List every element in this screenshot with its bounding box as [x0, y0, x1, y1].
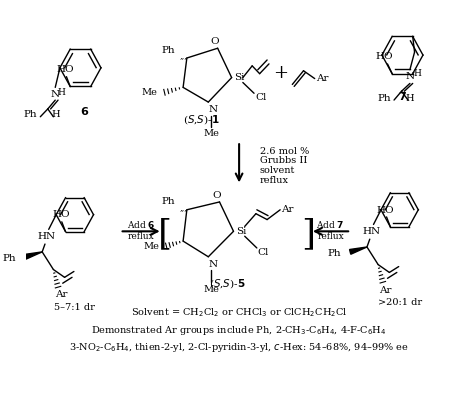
- Text: >20:1 dr: >20:1 dr: [377, 298, 422, 307]
- Text: Grubbs II: Grubbs II: [260, 156, 307, 165]
- Text: Me: Me: [203, 129, 219, 138]
- Text: Ar: Ar: [282, 205, 294, 214]
- Text: $\mathbf{6}$: $\mathbf{6}$: [80, 105, 90, 117]
- Text: Cl: Cl: [258, 248, 269, 257]
- Text: Ph: Ph: [2, 254, 16, 263]
- Text: Me: Me: [203, 284, 219, 294]
- Text: +: +: [273, 64, 287, 82]
- Text: Ar: Ar: [379, 286, 392, 294]
- Text: HN: HN: [38, 232, 56, 241]
- Text: HO: HO: [52, 211, 69, 219]
- Text: ($S$,$S$)-$\mathbf{5}$: ($S$,$S$)-$\mathbf{5}$: [209, 277, 245, 290]
- Text: reflux: reflux: [128, 232, 154, 241]
- Text: Ph: Ph: [327, 249, 341, 258]
- Text: [: [: [157, 217, 171, 251]
- Text: ($S$,$S$)-$\mathbf{1}$: ($S$,$S$)-$\mathbf{1}$: [184, 113, 220, 126]
- Text: Cl: Cl: [255, 93, 266, 102]
- Text: Ph: Ph: [161, 198, 175, 206]
- Text: ,,,: ,,,: [180, 204, 188, 212]
- Text: Solvent = CH$_2$Cl$_2$ or CHCl$_3$ or ClCH$_2$CH$_2$Cl: Solvent = CH$_2$Cl$_2$ or CHCl$_3$ or Cl…: [131, 306, 347, 319]
- Text: solvent: solvent: [260, 166, 295, 175]
- Text: Si: Si: [234, 73, 244, 82]
- Text: N: N: [405, 72, 414, 81]
- Text: HO: HO: [57, 65, 74, 74]
- Text: ,,,: ,,,: [180, 52, 188, 60]
- Text: HO: HO: [376, 51, 393, 61]
- Text: HN: HN: [362, 227, 381, 236]
- Text: HO: HO: [377, 205, 394, 215]
- Text: Add $\mathbf{7}$: Add $\mathbf{7}$: [316, 219, 345, 230]
- Text: ]: ]: [301, 217, 315, 251]
- Text: N: N: [208, 260, 218, 269]
- Polygon shape: [350, 247, 367, 254]
- Text: 3-NO$_2$-C$_6$H$_4$, thien-2-yl, 2-Cl-pyridin-3-yl, $c$-Hex: 54–68%, 94–99% ee: 3-NO$_2$-C$_6$H$_4$, thien-2-yl, 2-Cl-py…: [69, 341, 409, 354]
- Text: Ph: Ph: [161, 45, 175, 55]
- Text: Ar: Ar: [54, 290, 67, 300]
- Text: 2.6 mol %: 2.6 mol %: [260, 146, 309, 156]
- Text: 5–7:1 dr: 5–7:1 dr: [54, 303, 96, 312]
- Text: Si: Si: [236, 227, 246, 236]
- Text: reflux: reflux: [317, 232, 344, 241]
- Text: Me: Me: [141, 88, 157, 97]
- Text: O: O: [213, 191, 221, 200]
- Text: Me: Me: [143, 241, 159, 251]
- Text: H: H: [51, 110, 59, 119]
- Text: N: N: [208, 105, 218, 115]
- Text: O: O: [211, 37, 219, 46]
- Text: Ar: Ar: [316, 74, 329, 83]
- Text: H: H: [58, 88, 66, 97]
- Text: N: N: [51, 90, 60, 99]
- Text: Add $\mathbf{6}$: Add $\mathbf{6}$: [127, 219, 155, 230]
- Polygon shape: [25, 252, 42, 259]
- Text: Demonstrated Ar groups include Ph, 2-CH$_3$-C$_6$H$_4$, 4-F-C$_6$H$_4$: Demonstrated Ar groups include Ph, 2-CH$…: [91, 324, 387, 337]
- Text: H: H: [414, 69, 421, 78]
- Text: H: H: [406, 94, 414, 103]
- Text: Ph: Ph: [377, 94, 391, 103]
- Text: reflux: reflux: [260, 176, 289, 185]
- Text: Ph: Ph: [24, 110, 37, 119]
- Text: $\mathbf{7}$: $\mathbf{7}$: [398, 90, 407, 102]
